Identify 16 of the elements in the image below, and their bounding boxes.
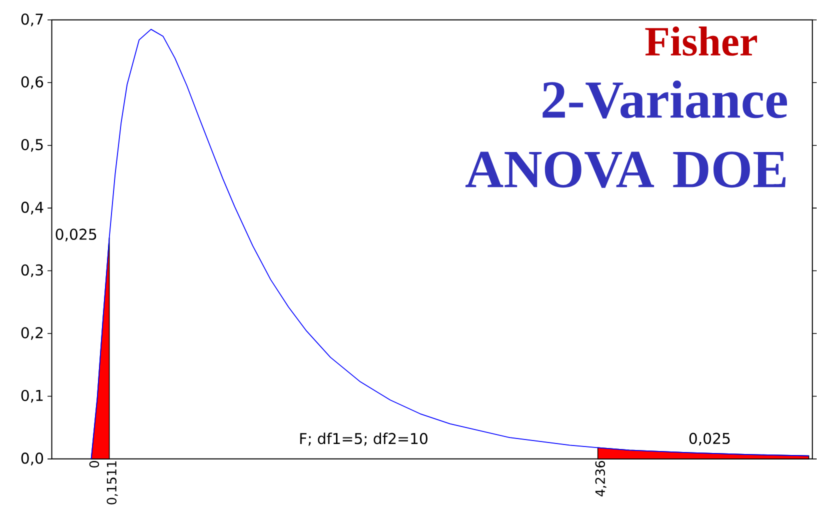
x-tick-label: 0	[89, 461, 100, 468]
annotation: 0,025	[56, 228, 96, 242]
chart-title: Fisher	[645, 26, 758, 56]
x-tick-label: 4,236	[595, 461, 606, 497]
y-tick-label: 0,0	[21, 452, 44, 466]
annotation: F; df1=5; df2=10	[300, 432, 428, 446]
y-tick-label: 0,5	[21, 139, 43, 152]
y-tick-label: 0,3	[21, 264, 43, 278]
y-tick-label: 0,2	[21, 327, 43, 340]
y-tick-label: 0,6	[21, 76, 44, 90]
text: 2-Variance ANOVA DOE	[465, 80, 787, 188]
y-tick-label: 0,1	[21, 390, 43, 403]
y-tick-label: 0,7	[21, 14, 43, 26]
annotation: 0,025	[689, 432, 730, 446]
y-tick-label: 0,4	[21, 202, 44, 215]
x-tick-label: 0,1511	[106, 461, 118, 505]
